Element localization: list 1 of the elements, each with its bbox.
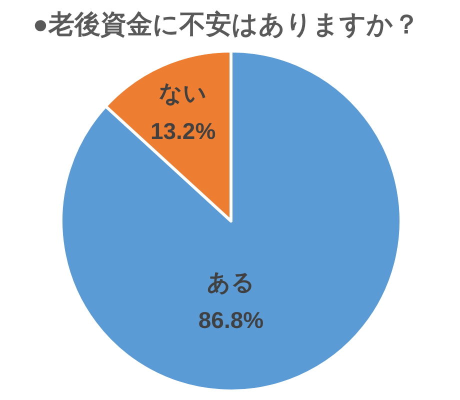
title: ●老後資金に不安はありますか？ — [32, 9, 420, 39]
